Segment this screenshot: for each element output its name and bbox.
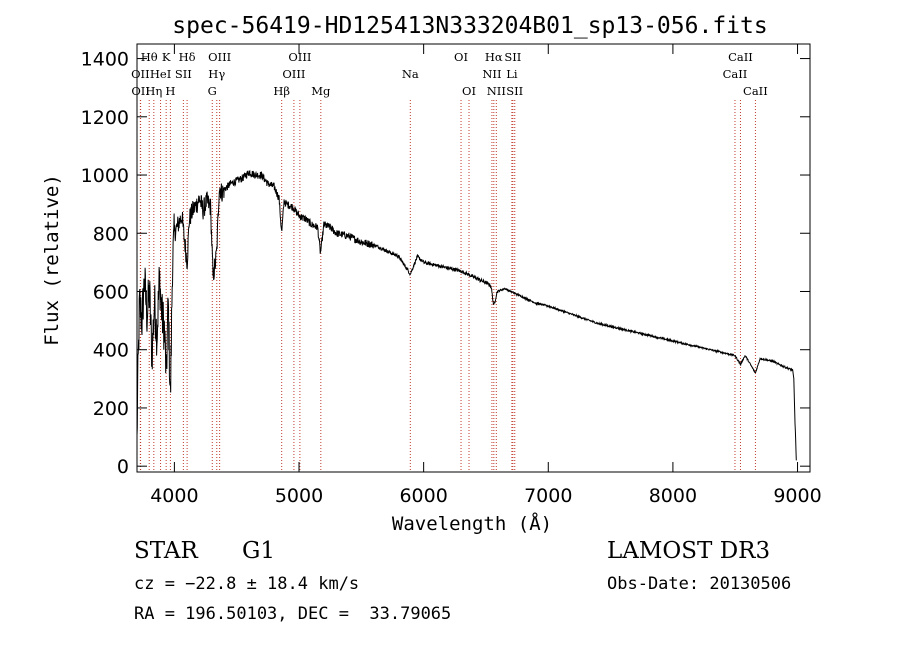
spectral-line-label: G (208, 84, 217, 98)
spectral-line-label: CaII (743, 84, 768, 98)
spectral-line-label: OII (131, 84, 150, 98)
y-tick-label: 800 (93, 223, 129, 245)
y-tick-label: 600 (93, 281, 129, 303)
x-tick-label: 6000 (399, 485, 447, 507)
spectral-line-label: OI (462, 84, 476, 98)
spectral-line-label: Mg (311, 84, 331, 98)
x-tick-label: 5000 (275, 485, 323, 507)
x-tick-label: 9000 (773, 485, 821, 507)
spectral-line-label: OII (131, 67, 150, 81)
plot-frame (136, 43, 811, 473)
spectral-line-label: OI (454, 50, 468, 64)
axis-ticks: 4000 5000 6000 7000 8000 9000 0 200 400 600 800 100… (81, 44, 822, 507)
chart-title: spec-56419-HD125413N333204B01_sp13-056.f… (172, 13, 767, 39)
y-tick-label: 1400 (81, 49, 129, 71)
velocity-readout: cz = −22.8 ± 18.4 km/s (134, 574, 360, 594)
spectral-line-label: Hγ (208, 67, 225, 81)
spectral-line-label: CaII (728, 50, 753, 64)
y-tick-label: 400 (93, 340, 129, 362)
x-tick-label: 7000 (524, 485, 572, 507)
spectral-line-label: H (165, 84, 175, 98)
spectral-line-label: Hα (485, 50, 503, 64)
object-subclass: G1 (242, 538, 276, 564)
spectral-line-label: K (162, 50, 171, 64)
coordinates-readout: RA = 196.50103, DEC = 33.79065 (134, 604, 452, 624)
spectrum-series (136, 169, 797, 461)
spectral-line-label: NII (487, 84, 506, 98)
y-tick-label: 200 (93, 398, 129, 420)
spectral-line-label: Hθ (141, 50, 158, 64)
spectral-line-label: SII (175, 67, 192, 81)
spectral-line-label: Hδ (179, 50, 196, 64)
spectral-line-label: Li (506, 67, 518, 81)
spectral-line-label: OIII (288, 50, 311, 64)
spectral-line-label: Na (402, 67, 419, 81)
spectral-line-label: Hβ (273, 84, 290, 98)
spectral-line-markers: OIIOIIHθHηHeIKHSIIHδGHγOIIIHβOIIIOIIIMgN… (131, 50, 768, 472)
y-tick-label: 1200 (81, 107, 129, 129)
spectral-line-label: HeI (150, 67, 171, 81)
obs-date: Obs-Date: 20130506 (607, 574, 792, 594)
spectral-line-label: SII (504, 50, 521, 64)
x-tick-label: 8000 (649, 485, 697, 507)
spectral-line-label: OIII (208, 50, 231, 64)
y-tick-label: 0 (117, 456, 129, 478)
x-axis-label: Wavelength (Å) (392, 512, 552, 535)
spectral-line-label: SII (506, 84, 523, 98)
x-tick-label: 4000 (150, 485, 198, 507)
y-tick-label: 1000 (81, 165, 129, 187)
spectral-line-label: OIII (282, 67, 305, 81)
survey-name: LAMOST DR3 (607, 538, 771, 564)
spectral-line-label: NII (482, 67, 501, 81)
object-type: STAR (134, 538, 198, 564)
spectral-line-label: Hη (145, 84, 162, 98)
y-axis-label: Flux (relative) (41, 174, 63, 346)
spectral-line-label: CaII (723, 67, 748, 81)
